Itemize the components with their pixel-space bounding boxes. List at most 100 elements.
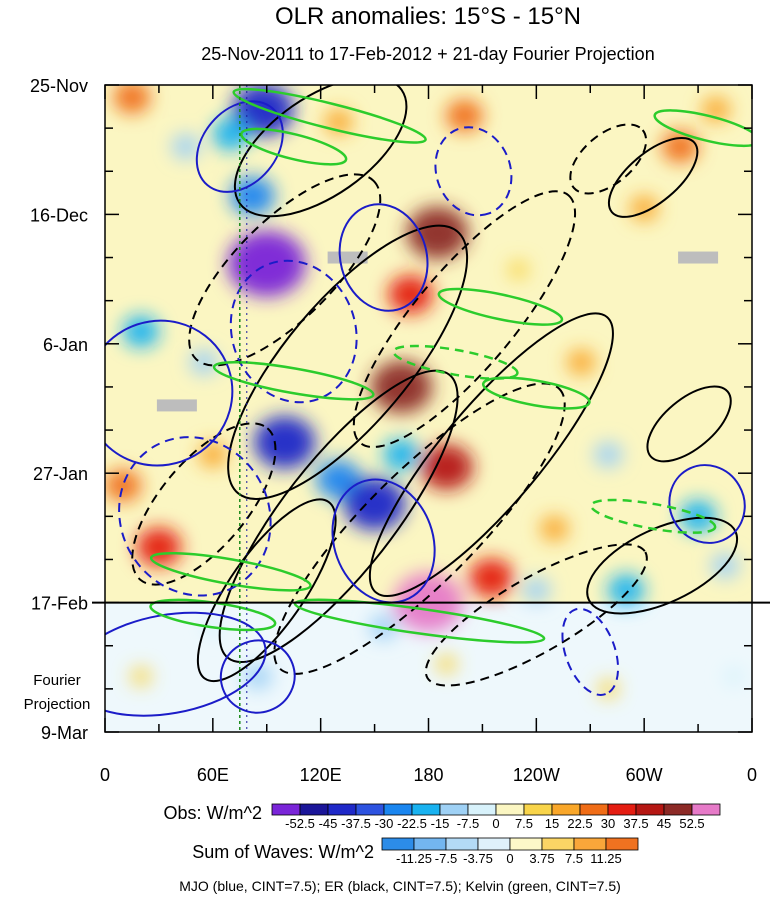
er-contour-4 (218, 369, 459, 664)
waves-colorbar-level-3: 0 (506, 851, 513, 866)
waves-colorbar-swatch-7 (605, 837, 639, 851)
er-contour-1 (188, 173, 382, 367)
projection-label-line1: Fourier (33, 672, 81, 689)
er-contour-0 (233, 85, 408, 218)
y-tick-label-1: 16-Dec (30, 205, 88, 225)
y-tick-label-5: 9-Mar (41, 723, 88, 743)
obs-patch-15 (388, 275, 434, 315)
obs-patch-4 (171, 133, 201, 160)
kelvin-contour-35 (589, 498, 717, 534)
obs-patch-37 (130, 667, 152, 686)
er-contour-8 (424, 543, 648, 687)
x-tick-label-1: 60E (197, 765, 229, 785)
kelvin-contour-25 (232, 87, 427, 144)
er-contour-12 (569, 123, 648, 195)
x-tick-label-6: 0 (747, 765, 757, 785)
mjo-contour-18 (338, 203, 429, 312)
waves-colorbar-level-6: 11.25 (590, 851, 622, 866)
obs-patch-2 (227, 230, 306, 297)
x-tick-label-0: 0 (100, 765, 110, 785)
y-tick-label-0: 25-Nov (30, 76, 88, 96)
obs-patch-36 (243, 663, 273, 690)
obs-patch-28 (446, 99, 483, 132)
obs-colorbar-swatch-9 (523, 803, 553, 816)
waves-colorbar-label: Sum of Waves: W/m^2 (192, 842, 374, 862)
obs-colorbar-swatch-8 (495, 803, 525, 816)
kelvin-contour-30 (481, 376, 591, 410)
obs-patch-19 (468, 558, 514, 598)
x-tick-label-2: 120E (300, 765, 342, 785)
mjo-contour-17 (229, 259, 358, 404)
obs-patch-21 (567, 349, 596, 376)
obs-colorbar-level-8: 7.5 (515, 816, 533, 831)
obs-patch-10 (383, 438, 420, 471)
er-contour-6 (368, 312, 614, 597)
obs-colorbar-level-4: -22.5 (397, 816, 427, 831)
waves-colorbar-swatch-4 (509, 837, 543, 851)
obs-patch-33 (522, 577, 551, 604)
obs-colorbar-label: Obs: W/m^2 (164, 803, 262, 823)
waves-colorbar-swatch-5 (541, 837, 575, 851)
er-contour-7 (196, 498, 337, 683)
obs-colorbar-level-14: 52.5 (679, 816, 704, 831)
obs-colorbar-swatch-13 (635, 803, 665, 816)
obs-colorbar-swatch-12 (607, 803, 637, 816)
mjo-contour-22 (219, 639, 296, 714)
missing-data-layer (156, 251, 719, 412)
obs-patch-40 (723, 667, 745, 686)
obs-colorbar-level-7: 0 (492, 816, 499, 831)
waves-colorbar-level-5: 7.5 (565, 851, 583, 866)
obs-patch-20 (540, 515, 569, 542)
wave-contours (105, 85, 752, 717)
er-contour-11 (607, 136, 699, 218)
missing-data-0 (156, 399, 197, 412)
missing-data-1 (327, 251, 368, 264)
chart-subtitle: 25-Nov-2011 to 17-Feb-2012 + 21-day Four… (201, 44, 654, 64)
waves-colorbar-swatch-2 (445, 837, 479, 851)
projection-label-line2: Projection (24, 696, 91, 713)
mjo-contour-20 (331, 478, 436, 604)
kelvin-contour-34 (392, 344, 519, 380)
obs-colorbar-swatch-3 (355, 803, 385, 816)
obs-patch-3 (212, 118, 250, 151)
kelvin-contour-31 (149, 551, 312, 592)
obs-colorbar-swatch-4 (383, 803, 413, 816)
waves-colorbar-swatch-3 (477, 837, 511, 851)
kelvin-contour-28 (437, 287, 564, 326)
er-contour-5 (273, 382, 566, 675)
obs-patch-5 (122, 315, 160, 348)
obs-colorbar-swatch-14 (663, 803, 693, 816)
obs-patch-17 (419, 444, 474, 490)
waves-colorbar-level-4: 3.75 (529, 851, 554, 866)
x-tick-label-3: 180 (413, 765, 443, 785)
obs-colorbar-level-10: 22.5 (567, 816, 592, 831)
mjo-contour-15 (118, 436, 272, 597)
x-axis: 0 60E 120E 180 120W 60W 0 (100, 85, 757, 785)
er-contour-10 (131, 422, 277, 586)
obs-patch-24 (661, 130, 699, 163)
mjo-contour-16 (195, 100, 284, 193)
mjo-contour-24 (668, 464, 746, 544)
kelvin-contour-27 (240, 127, 348, 166)
obs-colorbar-level-1: -45 (319, 816, 338, 831)
obs-patch-6 (189, 349, 219, 376)
waves-colorbar-swatch-1 (413, 837, 447, 851)
mjo-contour-23 (561, 607, 620, 696)
obs-patch-0 (232, 85, 294, 136)
obs-colorbar-swatch-0 (271, 803, 301, 816)
obs-colorbar: -52.5 -45 -37.5 -30 -22.5 -15 -7.5 0 7.5 15 22.5 30… (271, 803, 721, 831)
er-contour-13 (646, 385, 732, 463)
waves-colorbar-swatch-0 (381, 837, 415, 851)
obs-patch-26 (113, 85, 151, 114)
obs-colorbar-level-9: 15 (545, 816, 559, 831)
obs-patch-14 (406, 206, 469, 260)
obs-patch-23 (629, 195, 659, 221)
waves-colorbar-level-0: -11.25 (396, 851, 432, 866)
contour-legend: MJO (blue, CINT=7.5); ER (black, CINT=7.… (179, 878, 621, 894)
obs-patch-32 (607, 574, 645, 607)
obs-colorbar-swatch-1 (299, 803, 329, 816)
y-tick-label-3: 27-Jan (33, 464, 88, 484)
obs-colorbar-level-3: -30 (375, 816, 394, 831)
mjo-contour-21 (105, 611, 267, 717)
